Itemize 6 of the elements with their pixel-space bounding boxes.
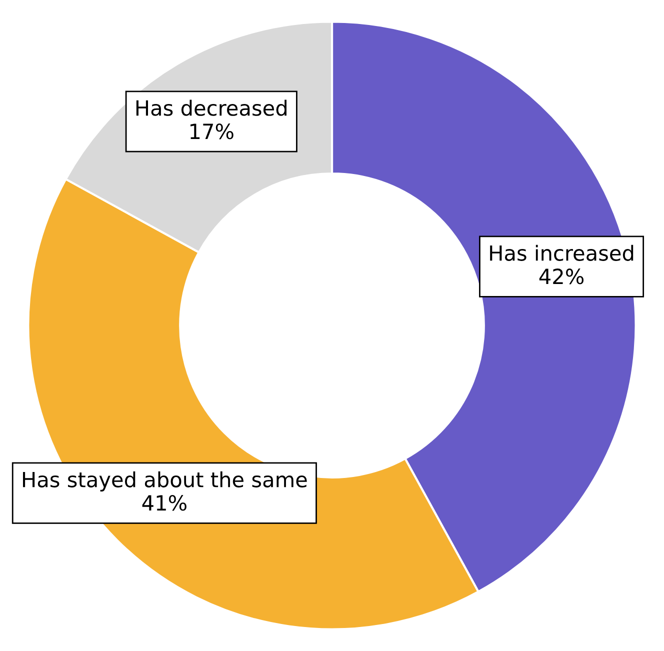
slice-label: Has stayed about the same — [23, 471, 307, 492]
data-label: 42% — [539, 268, 584, 284]
slice-label: Has increased — [490, 244, 634, 261]
data-label: 17% — [190, 123, 234, 140]
slice-label: Has decreased — [136, 100, 286, 116]
data-label: 41% — [142, 495, 186, 511]
